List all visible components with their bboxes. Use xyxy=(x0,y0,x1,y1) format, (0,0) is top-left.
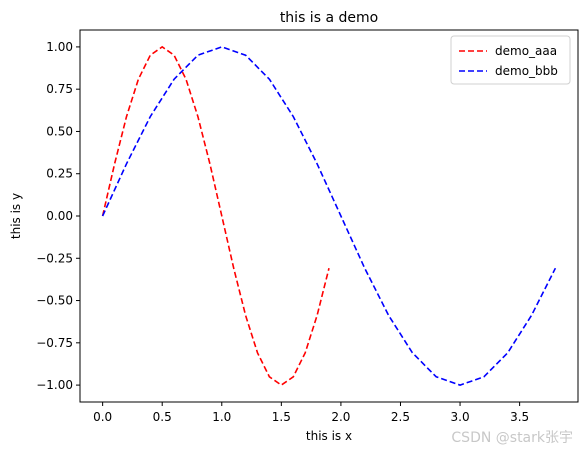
y-tick-label: 0.75 xyxy=(46,82,73,96)
legend-box xyxy=(450,35,571,85)
x-tick-label: 2.5 xyxy=(391,410,410,424)
x-tick-label: 1.0 xyxy=(212,410,231,424)
x-axis-label: this is x xyxy=(306,429,352,443)
y-tick-label: 0.25 xyxy=(46,167,73,181)
x-axis-ticks: 0.0 0.5 1.0 1.5 2.0 2.5 3.0 3.5 xyxy=(93,402,529,424)
series-line-demo_bbb xyxy=(101,46,557,386)
y-tick-label: 0.50 xyxy=(46,124,73,138)
plot-lines xyxy=(101,45,557,387)
legend: demo_aaa demo_bbb xyxy=(450,35,571,85)
x-tick-label: 0.5 xyxy=(153,410,172,424)
x-tick-label: 2.0 xyxy=(331,410,350,424)
y-tick-label: −0.50 xyxy=(36,294,73,308)
y-tick-label: 0.00 xyxy=(46,209,73,223)
y-tick-label: −0.25 xyxy=(36,251,73,265)
y-axis-label: this is y xyxy=(9,193,23,239)
legend-label: demo_aaa xyxy=(495,44,557,58)
x-tick-label: 1.5 xyxy=(272,410,291,424)
y-tick-label: −1.00 xyxy=(36,378,73,392)
x-tick-label: 0.0 xyxy=(93,410,112,424)
y-tick-label: −0.75 xyxy=(36,336,73,350)
chart-title: this is a demo xyxy=(280,10,378,26)
legend-label: demo_bbb xyxy=(495,64,558,78)
x-tick-label: 3.5 xyxy=(510,410,529,424)
y-tick-label: 1.00 xyxy=(46,40,73,54)
y-axis-ticks: 1.00 0.75 0.50 0.25 0.00 −0.25 −0.50 −0.75 −1.00 xyxy=(36,40,80,392)
series-line-demo_aaa xyxy=(101,45,330,387)
plot-frame xyxy=(79,29,579,403)
x-tick-label: 3.0 xyxy=(451,410,470,424)
watermark: CSDN @stark张宇 xyxy=(451,430,573,446)
